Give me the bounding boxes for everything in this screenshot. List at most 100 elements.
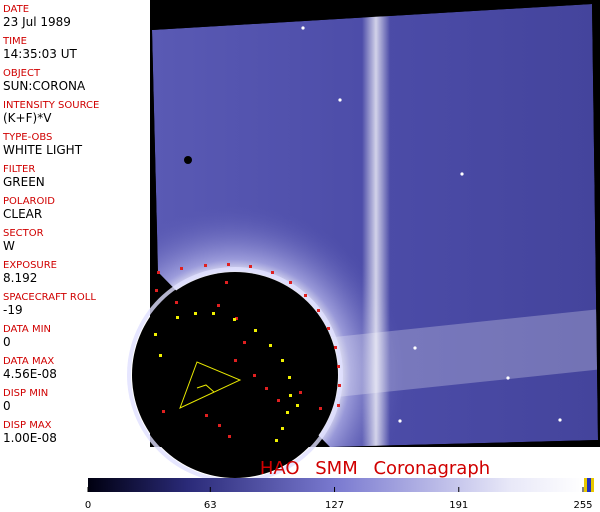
crosshair: + xyxy=(143,390,151,401)
field-value: 1.00E-08 xyxy=(3,431,57,445)
field-value: GREEN xyxy=(3,175,45,189)
dot xyxy=(253,374,256,377)
dot xyxy=(227,263,230,266)
field-label: DATE xyxy=(3,4,29,15)
dot xyxy=(337,404,340,407)
field-value: -19 xyxy=(3,303,23,317)
dot xyxy=(296,404,299,407)
coronagraph-image xyxy=(127,0,600,483)
field-label: FILTER xyxy=(3,164,35,175)
dot xyxy=(304,294,307,297)
dot xyxy=(212,312,215,315)
star xyxy=(506,376,510,380)
dot xyxy=(289,394,292,397)
star xyxy=(301,26,305,30)
field-value: WHITE LIGHT xyxy=(3,143,83,157)
field-label: DISP MAX xyxy=(3,420,52,431)
vertical-streak xyxy=(362,4,390,447)
field-value: 0 xyxy=(3,399,11,413)
field-label: SECTOR xyxy=(3,228,44,239)
dot xyxy=(157,271,160,274)
dot xyxy=(269,344,272,347)
dot xyxy=(275,439,278,442)
dot xyxy=(249,265,252,268)
dot xyxy=(288,376,291,379)
dot xyxy=(204,264,207,267)
field-value: 14:35:03 UT xyxy=(3,47,77,61)
dot xyxy=(205,414,208,417)
field-label: TIME xyxy=(2,36,27,47)
colorbar-flag xyxy=(584,478,587,492)
crosshair: + xyxy=(206,448,214,459)
pointer-inner xyxy=(196,384,215,393)
dot xyxy=(281,427,284,430)
field-value: 0 xyxy=(3,335,11,349)
dot xyxy=(299,391,302,394)
dot xyxy=(254,329,257,332)
dot xyxy=(176,316,179,319)
field-value: (K+F)*V xyxy=(3,111,52,125)
field-value: 8.192 xyxy=(3,271,37,285)
field-label: POLAROID xyxy=(3,196,55,207)
dot xyxy=(180,267,183,270)
field-label: EXPOSURE xyxy=(3,260,57,271)
field-value: W xyxy=(3,239,15,253)
field-label: DISP MIN xyxy=(3,388,48,399)
dot xyxy=(327,327,330,330)
dot xyxy=(233,318,236,321)
dot xyxy=(319,407,322,410)
dot xyxy=(228,435,231,438)
dot xyxy=(338,384,341,387)
colorbar-flag xyxy=(591,478,594,492)
field-label: DATA MAX xyxy=(3,356,54,367)
occulter xyxy=(132,272,338,478)
horizontal-streak xyxy=(297,309,598,401)
sidebar xyxy=(0,0,150,447)
dot xyxy=(218,424,221,427)
footer-title: HAO SMM Coronagraph xyxy=(260,458,490,479)
dot xyxy=(271,271,274,274)
colorbar-ticks: 0 63 127 191 255 xyxy=(85,487,593,511)
tick-label: 127 xyxy=(325,500,344,511)
star xyxy=(558,418,562,422)
dot xyxy=(225,281,228,284)
dot xyxy=(265,387,268,390)
tick-label: 0 xyxy=(85,500,91,511)
fiducial-dots xyxy=(154,26,562,442)
dot xyxy=(154,333,157,336)
dot xyxy=(334,346,337,349)
star xyxy=(413,346,417,350)
field-label: TYPE-OBS xyxy=(2,132,52,143)
dot xyxy=(235,317,238,320)
dot xyxy=(286,411,289,414)
dot xyxy=(289,281,292,284)
field-value: SUN:CORONA xyxy=(3,79,86,93)
star xyxy=(338,98,342,102)
pointer-outline xyxy=(179,361,242,409)
tick-label: 191 xyxy=(449,500,468,511)
colorbar-flag xyxy=(587,478,591,492)
dot xyxy=(175,301,178,304)
dot xyxy=(234,359,237,362)
dot xyxy=(281,359,284,362)
star xyxy=(398,419,402,423)
colorbar xyxy=(88,478,584,492)
field-label: INTENSITY SOURCE xyxy=(3,100,99,111)
spot xyxy=(184,156,192,164)
dot xyxy=(217,304,220,307)
dot xyxy=(337,365,340,368)
field-label: DATA MIN xyxy=(3,324,51,335)
field-label: OBJECT xyxy=(3,68,41,79)
field-value: 23 Jul 1989 xyxy=(3,15,71,29)
tick-label: 255 xyxy=(573,500,592,511)
field-value: CLEAR xyxy=(3,207,42,221)
dot xyxy=(243,341,246,344)
field-value: 4.56E-08 xyxy=(3,367,57,381)
dot xyxy=(277,399,280,402)
field-label: SPACECRAFT ROLL xyxy=(3,292,96,303)
tick-label: 63 xyxy=(204,500,217,511)
dot xyxy=(155,289,158,292)
star xyxy=(460,172,464,176)
